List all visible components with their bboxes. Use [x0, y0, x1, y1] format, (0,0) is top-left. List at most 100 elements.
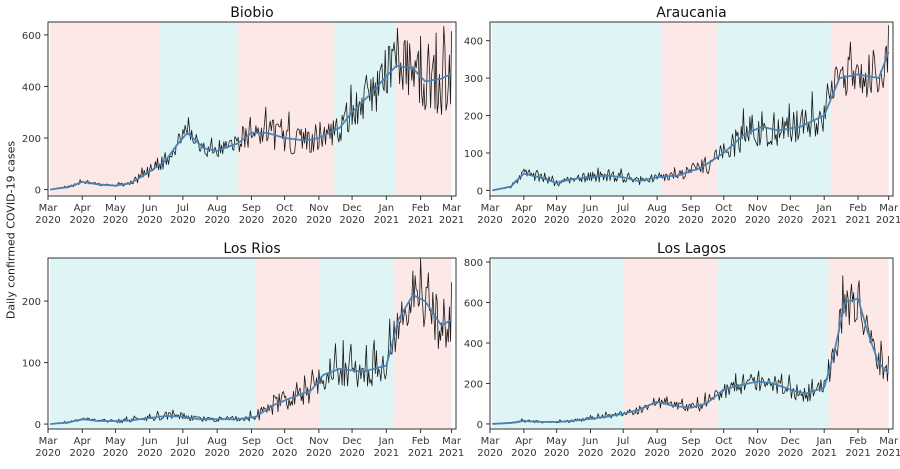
- los-rios-xtick-label: Apr 2020: [70, 436, 95, 459]
- los-lagos-xtick-label-line: 2021: [845, 448, 870, 459]
- araucania-band-0: [492, 22, 662, 196]
- los-lagos-xtick-label-line: Dec: [781, 436, 800, 447]
- los-rios-band-0: [50, 258, 256, 429]
- los-lagos-band-2: [717, 258, 829, 429]
- biobio-xtick-label-line: Feb: [412, 203, 430, 214]
- araucania-xtick-label: Feb 2021: [845, 203, 870, 226]
- araucania-xtick-label-line: Jun: [582, 203, 599, 214]
- biobio-xtick-label-line: May: [105, 203, 126, 214]
- biobio-xtick-label-line: Aug: [207, 203, 227, 214]
- los-lagos-xtick-label-line: 2021: [811, 448, 836, 459]
- biobio-xtick-label-line: Dec: [342, 203, 361, 214]
- los-rios-xtick-label-line: 2020: [272, 448, 297, 459]
- los-lagos-xtick-label: Mar 2021: [876, 436, 900, 459]
- los-lagos-xtick-label-line: 2020: [778, 448, 803, 459]
- los-rios-xtick-label-line: 2021: [439, 448, 464, 459]
- araucania-ytick-label: 400: [464, 37, 483, 48]
- los-lagos-xtick-label-line: 2020: [611, 448, 636, 459]
- los-lagos-xtick-label: Apr 2020: [511, 436, 536, 459]
- biobio-xtick-label-line: 2020: [339, 215, 364, 226]
- araucania-xtick-label: Mar 2021: [876, 203, 900, 226]
- los-lagos-ytick-label: 600: [464, 299, 483, 310]
- araucania-smoothed-line: [492, 51, 890, 192]
- los-lagos-smoothed-line: [492, 297, 890, 425]
- biobio-xtick-label: Aug 2020: [204, 203, 229, 226]
- biobio-xtick-label: Jan 2021: [374, 203, 399, 226]
- los-lagos-xtick-label-line: 2020: [578, 448, 603, 459]
- biobio-frame: [47, 21, 457, 197]
- los-rios-xtick-label: Jul 2020: [170, 436, 195, 459]
- araucania-xtick-label-line: Nov: [748, 203, 768, 214]
- biobio-xtick-label-line: 2021: [374, 215, 399, 226]
- araucania-xtick-label-line: 2020: [611, 215, 636, 226]
- los-rios-xtick-label: Oct 2020: [272, 436, 297, 459]
- biobio-xtick-label-line: Sep: [242, 203, 261, 214]
- los-rios-xtick-label-line: Jan: [378, 436, 394, 447]
- araucania-xtick-label: Sep 2020: [678, 203, 703, 226]
- los-rios-title: Los Rios: [223, 241, 280, 257]
- biobio-xtick-label-line: 2020: [239, 215, 264, 226]
- araucania-ytick-label: 200: [464, 112, 483, 123]
- araucania-xtick-label: Dec 2020: [778, 203, 803, 226]
- biobio-xtick-label-line: 2020: [170, 215, 195, 226]
- los-lagos-xtick-label-line: Oct: [715, 436, 732, 447]
- los-lagos-xtick-label: Mar 2020: [477, 436, 502, 459]
- los-lagos-xtick-label-line: 2020: [678, 448, 703, 459]
- los-lagos-xtick-label: Dec 2020: [778, 436, 803, 459]
- araucania-xtick-label-line: 2020: [745, 215, 770, 226]
- los-lagos-xtick-label-line: Mar: [879, 436, 899, 447]
- biobio-xtick-label: Mar 2021: [439, 203, 464, 226]
- los-rios-xtick-label: Mar 2021: [439, 436, 464, 459]
- los-rios-xtick-label: Jan 2021: [374, 436, 399, 459]
- los-lagos-xtick-label-line: Jan: [815, 436, 831, 447]
- araucania-xtick-label-line: Jul: [616, 203, 629, 214]
- araucania-xtick-label: Jul 2020: [611, 203, 636, 226]
- los-lagos-xtick-label: Nov 2020: [745, 436, 770, 459]
- araucania-xtick-label: Oct 2020: [711, 203, 736, 226]
- los-lagos-ytick-label: 800: [464, 258, 483, 269]
- los-rios-xtick-label-line: 2020: [239, 448, 264, 459]
- los-lagos-xtick-label: Feb 2021: [845, 436, 870, 459]
- araucania-xtick-label: Aug 2020: [644, 203, 669, 226]
- los-lagos-ytick-label: 400: [464, 339, 483, 350]
- los-rios-ytick-label: 0: [35, 420, 41, 431]
- biobio-band-1: [159, 22, 239, 196]
- los-lagos-xtick-label-line: 2020: [711, 448, 736, 459]
- araucania-xtick-label-line: Feb: [849, 203, 867, 214]
- los-lagos-xtick-label-line: Aug: [647, 436, 667, 447]
- araucania-ytick-label: 100: [464, 149, 483, 160]
- biobio-title: Biobio: [230, 5, 273, 21]
- biobio-ytick-label: 600: [22, 31, 41, 42]
- los-rios-xtick-label-line: 2020: [170, 448, 195, 459]
- los-rios-xtick-label-line: May: [105, 436, 126, 447]
- araucania-xtick-label-line: 2020: [544, 215, 569, 226]
- los-rios-xtick-label-line: 2020: [137, 448, 162, 459]
- biobio-xtick-label: Jun 2020: [137, 203, 162, 226]
- los-rios-xtick-label-line: 2020: [339, 448, 364, 459]
- los-rios-xtick-label: Sep 2020: [239, 436, 264, 459]
- biobio-xtick-label: Oct 2020: [272, 203, 297, 226]
- biobio-xtick-label-line: 2021: [408, 215, 433, 226]
- los-lagos-ytick-label: 200: [464, 379, 483, 390]
- los-lagos-title: Los Lagos: [657, 241, 726, 257]
- araucania-xtick-label-line: 2020: [644, 215, 669, 226]
- araucania-xtick-label-line: Sep: [682, 203, 701, 214]
- los-rios-xtick-label: Feb 2021: [408, 436, 433, 459]
- los-lagos-frame: [489, 257, 894, 430]
- los-rios-ytick-label: 100: [22, 359, 41, 370]
- los-lagos-xtick-label: Sep 2020: [678, 436, 703, 459]
- los-lagos-xtick-label-line: 2021: [876, 448, 900, 459]
- biobio-band-0: [50, 22, 160, 196]
- araucania-xtick-label-line: Aug: [647, 203, 667, 214]
- los-rios-xtick-label-line: Aug: [207, 436, 227, 447]
- biobio-band-2: [238, 22, 335, 196]
- araucania-ytick-label: 300: [464, 74, 483, 85]
- biobio-xtick-label: Sep 2020: [239, 203, 264, 226]
- los-rios-band-3: [394, 258, 452, 429]
- los-rios-xtick-label-line: 2020: [204, 448, 229, 459]
- los-rios-xtick-label: Mar 2020: [35, 436, 60, 459]
- los-rios-smoothed-line: [50, 294, 453, 425]
- biobio-xtick-label-line: 2020: [103, 215, 128, 226]
